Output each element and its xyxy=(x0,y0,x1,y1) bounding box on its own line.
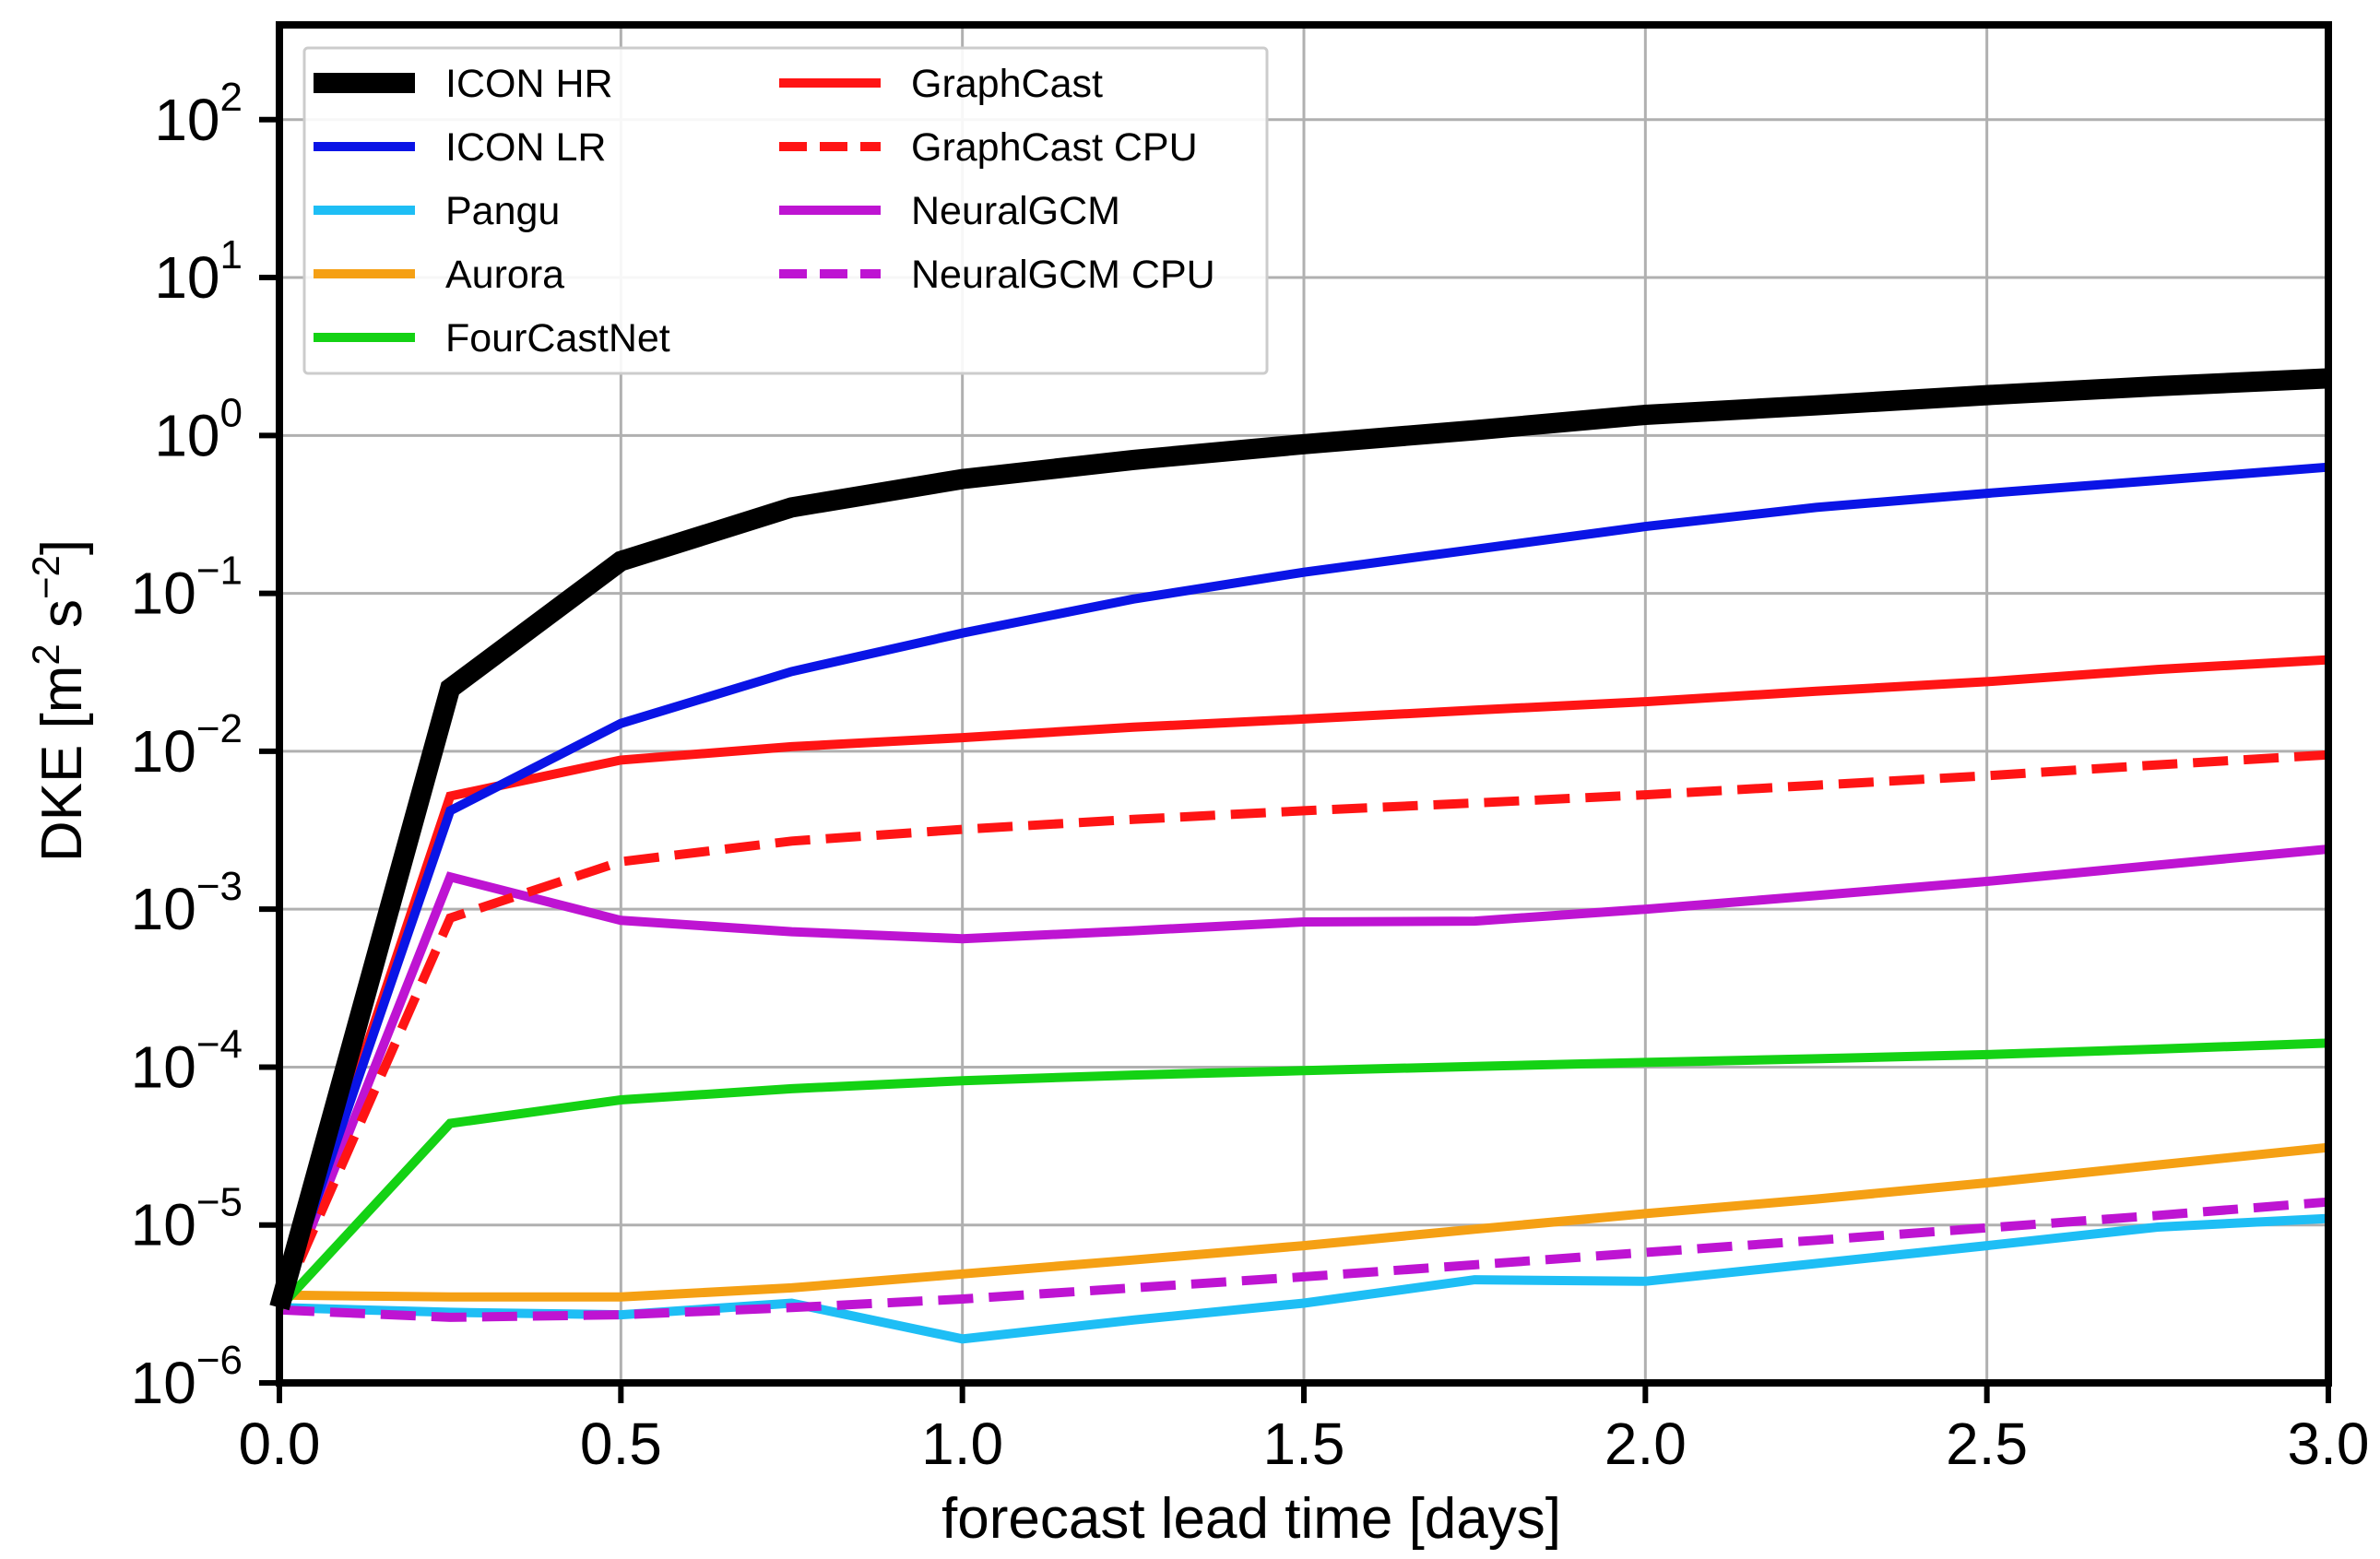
x-tick-label: 1.0 xyxy=(921,1411,1003,1477)
legend-label: ICON LR xyxy=(445,125,606,170)
legend-label: ICON HR xyxy=(445,62,613,106)
y-axis-title-base: DKE [m xyxy=(30,666,94,863)
x-tick-label: 2.5 xyxy=(1946,1411,2028,1477)
y-tick-label: 10−4 xyxy=(131,1022,243,1100)
legend-label: GraphCast CPU xyxy=(911,125,1198,170)
y-axis-title-sup1: 2 xyxy=(24,644,67,665)
legend-label: NeuralGCM CPU xyxy=(911,253,1215,297)
series-line-icon-hr xyxy=(269,368,2329,1311)
series-line-neuralgcm xyxy=(275,844,2329,1310)
y-tick-labels: 10−6 10−5 10−4 10−3 10−2 10−1 100 101 102 xyxy=(131,75,243,1416)
legend-label: NeuralGCM xyxy=(911,189,1120,233)
legend-label: FourCastNet xyxy=(445,316,670,360)
x-tick-labels: 0.0 0.5 1.0 1.5 2.0 2.5 3.0 xyxy=(239,1411,2370,1477)
x-tick-label: 3.0 xyxy=(2288,1411,2370,1477)
legend-label: Aurora xyxy=(445,253,564,297)
legend-label: Pangu xyxy=(445,189,560,233)
y-tick-label: 10−1 xyxy=(131,549,243,627)
series-line-graphcast-cpu xyxy=(275,750,2329,1310)
y-tick-label: 10−6 xyxy=(131,1338,243,1416)
x-tick-label: 1.5 xyxy=(1263,1411,1345,1477)
legend: ICON HR ICON LR Pangu Aurora FourCastNet Grap… xyxy=(302,46,1269,375)
y-axis-title: DKE [m2 s−2] xyxy=(24,539,94,862)
y-tick-label: 101 xyxy=(154,232,243,311)
series-line-graphcast xyxy=(275,655,2329,1309)
series-line-neuralgcm-cpu xyxy=(278,1197,2329,1322)
y-tick-label: 10−3 xyxy=(131,864,243,942)
x-tick-label: 2.0 xyxy=(1604,1411,1687,1477)
x-tick-label: 0.0 xyxy=(239,1411,321,1477)
x-axis-title: forecast lead time [days] xyxy=(941,1487,1561,1551)
axes xyxy=(259,21,2332,1403)
legend-label: GraphCast xyxy=(911,62,1103,106)
y-axis-title-sup2: −2 xyxy=(24,555,67,599)
y-tick-label: 10−5 xyxy=(131,1180,243,1258)
series-line-icon-lr xyxy=(275,462,2329,1309)
series-lines xyxy=(269,368,2329,1344)
y-axis-title-mid: s xyxy=(30,599,94,644)
x-tick-label: 0.5 xyxy=(580,1411,662,1477)
y-tick-label: 100 xyxy=(154,390,243,468)
y-axis-title-end: ] xyxy=(30,539,94,555)
series-line-aurora xyxy=(278,1142,2329,1302)
y-tick-label: 102 xyxy=(154,75,243,153)
series-line-fourcastnet xyxy=(276,1038,2329,1311)
y-tick-label: 10−2 xyxy=(131,706,243,785)
series-line-pangu xyxy=(278,1213,2329,1344)
